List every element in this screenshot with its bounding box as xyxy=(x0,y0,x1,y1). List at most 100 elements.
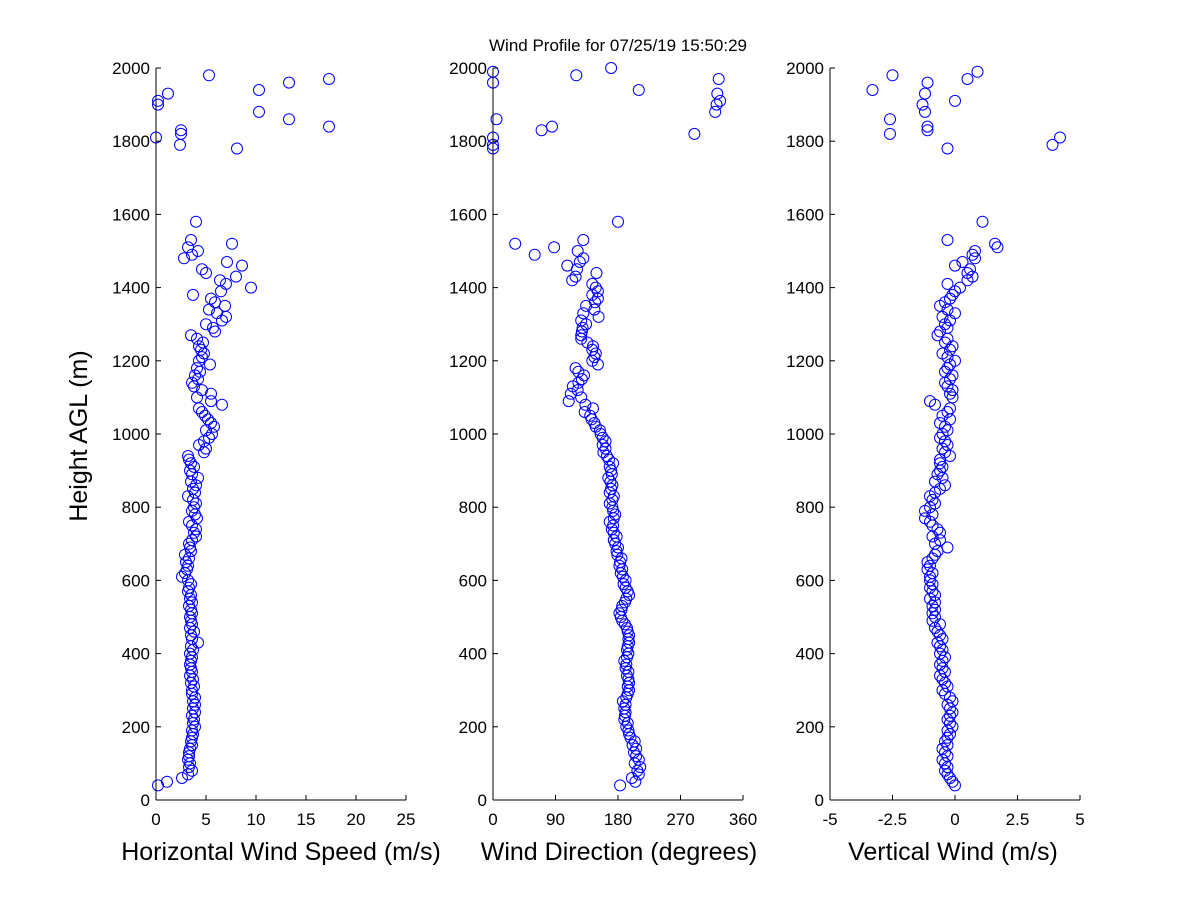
horizontal-wind-speed-point xyxy=(183,453,195,466)
vertical-wind-point xyxy=(939,336,951,349)
horizontal-wind-speed-point xyxy=(197,336,209,349)
vertical-wind-point xyxy=(946,695,959,708)
vertical-wind-point xyxy=(939,735,951,748)
y-tick-label: 600 xyxy=(459,571,487,590)
wind-direction-point xyxy=(618,654,631,667)
wind-direction-point xyxy=(599,442,612,455)
horizontal-wind-speed-point xyxy=(174,138,186,151)
horizontal-wind-speed-point xyxy=(193,340,205,353)
vertical-wind-point xyxy=(946,288,959,301)
vertical-wind-point xyxy=(886,69,899,82)
horizontal-wind-speed-point xyxy=(245,281,257,294)
horizontal-wind-speed-point xyxy=(216,398,228,411)
y-tick-label: 0 xyxy=(815,791,824,810)
x-tick-label: 90 xyxy=(546,810,565,829)
y-tick-label: 1800 xyxy=(786,132,824,151)
y-tick-label: 0 xyxy=(141,791,150,810)
horizontal-wind-speed-point xyxy=(152,94,164,107)
vertical-wind-point xyxy=(934,431,946,444)
horizontal-wind-speed-point xyxy=(152,98,164,111)
horizontal-wind-speed-point xyxy=(182,574,194,587)
vertical-wind-point xyxy=(941,768,954,781)
vertical-wind-point xyxy=(934,658,946,671)
horizontal-wind-speed-point xyxy=(187,482,199,495)
wind-direction-points xyxy=(487,62,727,792)
vertical-wind-point xyxy=(961,267,974,279)
horizontal-wind-speed-point xyxy=(184,592,196,605)
vertical-wind-point xyxy=(924,395,936,408)
horizontal-wind-speed-point xyxy=(176,772,188,784)
vertical-wind-point xyxy=(941,321,954,334)
vertical-wind-point xyxy=(921,563,934,576)
vertical-wind-point xyxy=(944,387,956,400)
vertical-wind-point xyxy=(916,98,929,111)
vertical-wind-point xyxy=(946,391,959,404)
x-tick-label: 2.5 xyxy=(1006,810,1030,829)
y-tick-label: 1600 xyxy=(786,205,824,224)
y-tick-label: 1600 xyxy=(449,205,487,224)
vertical-wind-point xyxy=(926,508,939,521)
vertical-wind-axes: 0 200 400 600 800 1000 1200 1400 1600 1800 2000 -5 -… xyxy=(786,59,1085,829)
wind-direction-point xyxy=(490,113,503,126)
vertical-wind-point xyxy=(989,237,1001,250)
vertical-wind-point xyxy=(934,629,946,642)
vertical-wind-point xyxy=(946,706,959,719)
wind-direction-point xyxy=(613,607,626,620)
horizontal-wind-speed-point xyxy=(185,329,197,342)
horizontal-wind-speed-point xyxy=(214,274,226,287)
wind-direction-point xyxy=(631,764,644,777)
wind-direction-point xyxy=(600,450,613,462)
horizontal-wind-speed-point xyxy=(230,270,242,283)
horizontal-wind-speed-point xyxy=(187,288,199,301)
wind-direction-point xyxy=(588,417,601,429)
vertical-wind-point xyxy=(969,245,981,257)
vertical-wind-point xyxy=(936,347,949,360)
vertical-wind-point xyxy=(941,277,954,290)
horizontal-wind-speed-point xyxy=(193,402,205,415)
wind-direction-point xyxy=(566,274,579,287)
y-tick-label: 1400 xyxy=(786,279,824,298)
wind-direction-point xyxy=(572,365,585,378)
horizontal-wind-speed-point xyxy=(183,515,195,528)
wind-direction-point xyxy=(581,336,594,349)
wind-direction-point xyxy=(605,62,618,74)
horizontal-wind-speed-point xyxy=(196,384,208,397)
horizontal-wind-speed-point xyxy=(192,636,204,649)
panel-vertical-wind: 0 200 400 600 800 1000 1200 1400 1600 1800 2000 -5 -… xyxy=(786,59,1085,866)
vertical-wind-point xyxy=(941,142,954,155)
vertical-wind-point xyxy=(921,120,934,133)
vertical-wind-point xyxy=(1054,131,1066,144)
horizontal-wind-speed-point xyxy=(175,124,187,137)
horizontal-wind-speed-point xyxy=(188,625,200,638)
wind-direction-point xyxy=(575,314,588,327)
vertical-wind-point xyxy=(919,87,931,100)
vertical-wind-point xyxy=(966,248,979,261)
horizontal-wind-speed-point xyxy=(192,245,204,257)
wind-direction-x-label: Wind Direction (degrees) xyxy=(481,838,758,866)
horizontal-wind-speed-point xyxy=(182,585,194,598)
horizontal-wind-speed-axes: 0 200 400 600 800 1000 1200 1400 1600 1800 2000 0 5 1… xyxy=(112,59,415,829)
vertical-wind-point xyxy=(926,578,939,591)
y-tick-label: 800 xyxy=(122,498,150,517)
horizontal-wind-speed-point xyxy=(184,658,196,671)
vertical-wind-point xyxy=(941,713,954,726)
wind-direction-point xyxy=(609,508,622,521)
wind-direction-point xyxy=(562,395,575,408)
horizontal-wind-speed-point xyxy=(185,545,197,558)
wind-direction-point xyxy=(575,391,588,404)
y-tick-label: 1400 xyxy=(449,279,487,298)
wind-direction-point xyxy=(571,245,584,257)
y-tick-label: 0 xyxy=(478,791,487,810)
wind-direction-point xyxy=(589,296,602,309)
x-tick-label: 20 xyxy=(347,810,366,829)
x-tick-label: 25 xyxy=(397,810,416,829)
vertical-wind-point xyxy=(944,709,956,722)
y-tick-label: 1200 xyxy=(449,352,487,371)
horizontal-wind-speed-point xyxy=(185,578,197,591)
vertical-wind-point xyxy=(941,541,954,554)
y-tick-label: 2000 xyxy=(112,59,150,78)
wind-direction-point xyxy=(612,215,624,228)
vertical-wind-point xyxy=(949,259,961,272)
horizontal-wind-speed-point xyxy=(184,541,196,554)
y-tick-label: 200 xyxy=(122,718,150,737)
